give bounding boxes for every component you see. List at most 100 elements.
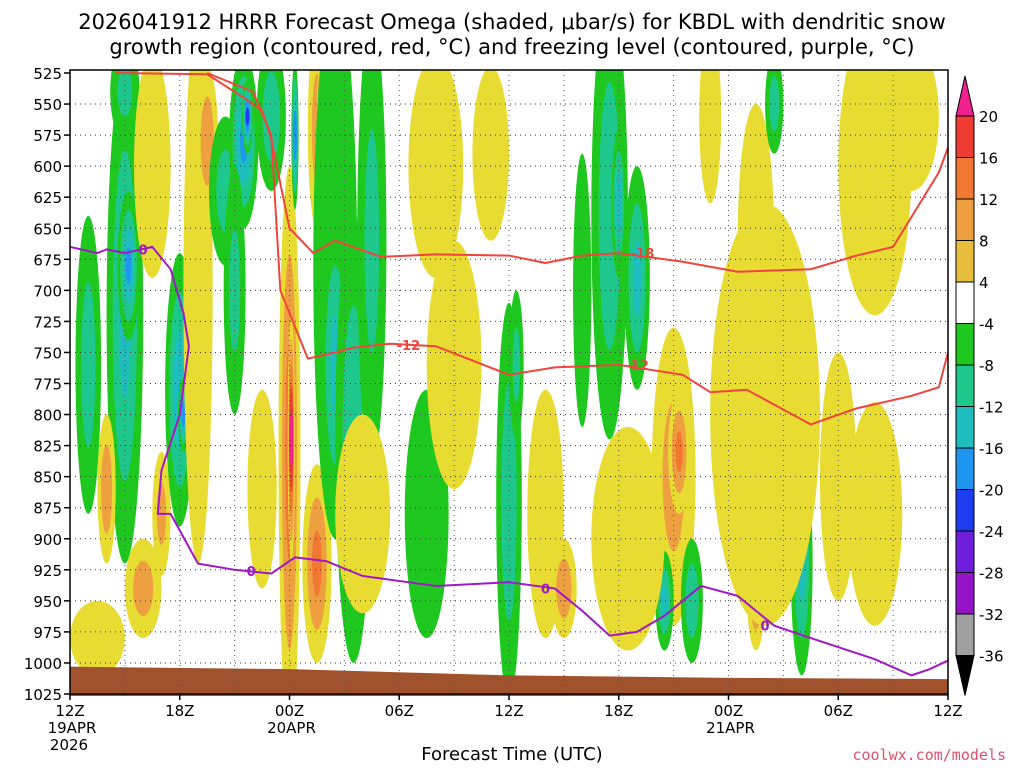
- y-tick-label: 925: [33, 562, 62, 580]
- colorbar-segment: [955, 281, 975, 324]
- omega-cell-32: [512, 327, 520, 403]
- y-tick-label: 775: [33, 376, 62, 394]
- y-tick-labels: 525 550 575 600 625 650 675 700 725 750 775 800 825 8…: [24, 65, 62, 704]
- omega-cell-34: [556, 558, 572, 619]
- colorbar-label: 20: [979, 108, 998, 126]
- y-tick-label: 575: [33, 127, 62, 145]
- colorbar-segment: [955, 198, 975, 241]
- omega-cell-53: [591, 426, 665, 651]
- contour-label: -18: [631, 247, 655, 262]
- omega-cell-43: [699, 70, 722, 204]
- y-tick-label: 875: [33, 500, 62, 518]
- omega-cell-57: [883, 70, 939, 191]
- colorbar-label: 12: [979, 191, 998, 209]
- colorbar-label: 8: [979, 233, 989, 251]
- chart-title-line2: growth region (contoured, red, °C) and f…: [109, 35, 915, 59]
- y-tick-label: 950: [33, 593, 62, 611]
- y-tick-label: 975: [33, 624, 62, 642]
- colorbar-label: -36: [979, 648, 1004, 666]
- omega-cell-16: [262, 71, 280, 162]
- y-tick-label: 625: [33, 189, 62, 207]
- colorbar-label: -4: [979, 316, 994, 334]
- x-tick-label: 12Z: [933, 702, 962, 720]
- x-tick-label: 00Z: [714, 702, 743, 720]
- omega-cell-8: [181, 402, 186, 427]
- omega-cell-3: [117, 70, 133, 117]
- contour-label: -12: [397, 339, 421, 354]
- x-tick-label: 06Z: [385, 702, 414, 720]
- x-tick-label: 18Z: [604, 702, 633, 720]
- contour-label: 0: [247, 565, 256, 580]
- y-tick-label: 600: [33, 158, 62, 176]
- colorbar-segment: [955, 240, 975, 283]
- contour-label: 0: [761, 620, 770, 635]
- omega-cell-27: [335, 414, 391, 614]
- omega-cell-26: [364, 128, 380, 353]
- omega-cell-22: [312, 530, 322, 597]
- colorbar-label: -28: [979, 565, 1004, 583]
- omega-cell-13: [245, 107, 250, 126]
- x-tick-label: 12Z: [55, 702, 84, 720]
- colorbar-label: -20: [979, 482, 1004, 500]
- omega-cell-37: [615, 171, 622, 236]
- omega-cell-2: [125, 246, 132, 285]
- omega-cell-19: [292, 110, 297, 160]
- omega-cell-42: [685, 563, 699, 639]
- colorbar-bottom-arrow: [955, 655, 975, 696]
- colorbar-label: 4: [979, 274, 989, 292]
- x-axis-title: Forecast Time (UTC): [421, 744, 603, 765]
- colorbar-segment: [955, 613, 975, 656]
- omega-cell-4: [101, 444, 113, 534]
- y-tick-label: 1000: [24, 655, 62, 673]
- omega-cell-55: [134, 70, 171, 278]
- contour-label: 0: [541, 582, 550, 597]
- chart-title-line1: 2026041912 HRRR Forecast Omega (shaded, …: [78, 10, 946, 34]
- credit-text: coolwx.com/models: [852, 746, 1006, 764]
- axes: [64, 69, 949, 700]
- omega-cell-47: [769, 76, 780, 132]
- colorbar-segment: [955, 572, 975, 615]
- colorbar-segment: [955, 406, 975, 449]
- x-tick-label: 00Z: [275, 702, 304, 720]
- terrain-layer: [70, 666, 948, 696]
- omega-cell-15: [247, 389, 277, 589]
- colorbar-segment: [955, 115, 975, 158]
- colorbar-segment: [955, 489, 975, 532]
- omega-cell-41: [661, 584, 668, 618]
- colorbar-label: -12: [979, 399, 1004, 417]
- omega-cell-40: [675, 431, 683, 473]
- y-tick-label: 850: [33, 469, 62, 487]
- omega-cell-28: [408, 70, 464, 278]
- omega-cell-31: [501, 382, 517, 621]
- x-tick-label: 06Z: [824, 702, 853, 720]
- omega-cell-38: [632, 240, 642, 316]
- y-tick-label: 675: [33, 251, 62, 269]
- gridlines: [70, 70, 948, 694]
- y-tick-label: 1025: [24, 686, 62, 704]
- y-tick-label: 900: [33, 531, 62, 549]
- contour-dgz_minus12: [206, 72, 948, 426]
- y-tick-label: 550: [33, 96, 62, 114]
- y-tick-label: 525: [33, 65, 62, 83]
- colorbar-segment: [955, 447, 975, 490]
- x-tick-label: 18Z: [165, 702, 194, 720]
- omega-cell-0: [81, 282, 96, 448]
- omega-cell-51: [847, 402, 903, 626]
- terrain-fill: [70, 666, 948, 696]
- colorbar-label: -8: [979, 357, 994, 375]
- x-date-label: 20APR: [267, 719, 316, 737]
- colorbar-label: -24: [979, 523, 1004, 541]
- y-tick-label: 700: [33, 282, 62, 300]
- omega-cell-30: [472, 70, 509, 241]
- colorbar-segment: [955, 323, 975, 366]
- colorbar: 20 16 12 8 4 -4 -8 -12 -16 -20 -24 -28 -32 -36: [955, 75, 1004, 696]
- contour-freezing_level: [70, 245, 948, 677]
- y-tick-label: 650: [33, 220, 62, 238]
- contour-label: -12: [625, 359, 649, 374]
- omega-cell-54: [426, 240, 482, 490]
- y-tick-label: 725: [33, 313, 62, 331]
- x-date-label: 21APR: [706, 719, 755, 737]
- x-year-label: 2026: [50, 736, 88, 754]
